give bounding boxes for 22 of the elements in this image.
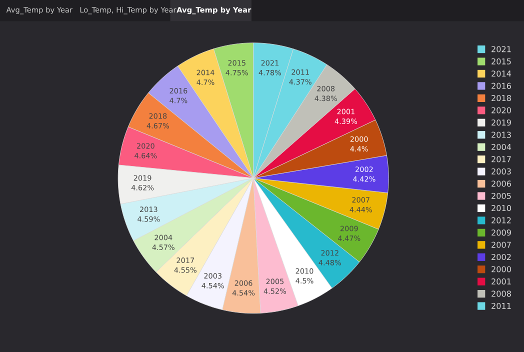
legend-label: 2017 — [492, 156, 511, 162]
legend-label: 2010 — [492, 205, 511, 212]
legend-label: 2011 — [492, 302, 511, 309]
legend-label: 2013 — [492, 132, 511, 138]
legend-label: 2004 — [492, 144, 512, 150]
legend-label: 2019 — [492, 119, 511, 126]
legend-label: 2001 — [492, 278, 511, 285]
legend-label: 2009 — [492, 230, 511, 236]
legend-label: 2018 — [492, 95, 511, 102]
legend-label: 2016 — [492, 82, 511, 89]
legend-label: 2014 — [492, 70, 512, 77]
legend-label: 2021 — [492, 46, 511, 52]
legend-label: 2007 — [492, 242, 511, 248]
legend-label: 2012 — [492, 217, 511, 224]
legend-label: 2015 — [492, 58, 511, 64]
legend-label: 2002 — [492, 254, 511, 260]
legend-label: 2020 — [492, 107, 511, 114]
legend-label: 2003 — [492, 168, 511, 174]
legend-label: 2008 — [492, 290, 511, 297]
legend-label: 2000 — [492, 266, 511, 272]
legend-label: 2005 — [492, 192, 511, 199]
legend-label: 2006 — [492, 180, 511, 187]
